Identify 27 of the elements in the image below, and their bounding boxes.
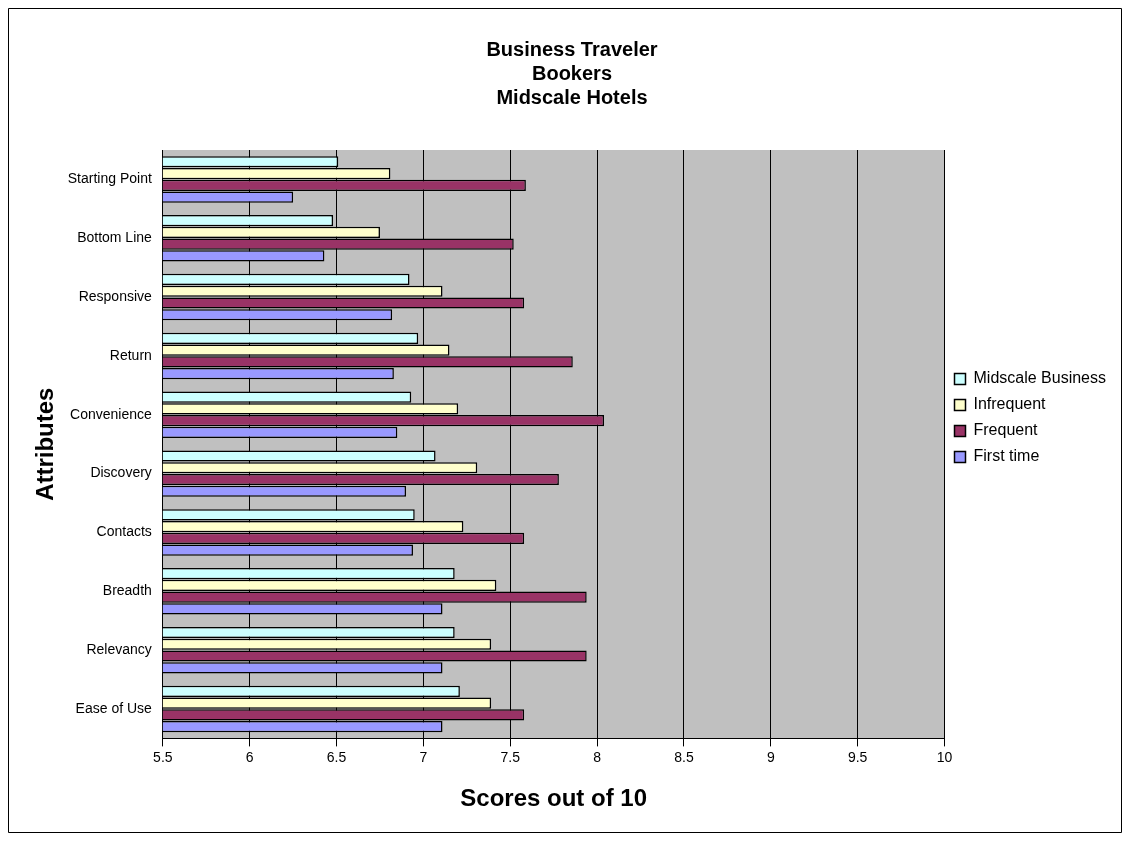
y-tick-label: Breadth bbox=[102, 582, 152, 599]
x-tick-label: 8.5 bbox=[674, 748, 694, 765]
y-tick-label: Contacts bbox=[96, 523, 152, 540]
x-tick-label: 9.5 bbox=[847, 748, 868, 765]
y-tick-label: Ease of Use bbox=[75, 699, 153, 716]
y-axis-title: Attributes bbox=[31, 387, 59, 501]
legend-label: First time bbox=[973, 447, 1040, 465]
x-tick-label: 9 bbox=[766, 748, 775, 765]
legend-label: Midscale Business bbox=[973, 369, 1106, 387]
legend-label: Infrequent bbox=[973, 395, 1047, 413]
x-tick-label: 7 bbox=[419, 748, 428, 765]
y-tick-label: Relevancy bbox=[86, 641, 152, 657]
x-tick-label: 5.5 bbox=[153, 748, 173, 765]
chart-title: Business Traveler Bookers Midscale Hotels bbox=[486, 37, 658, 108]
x-tick-label: 10 bbox=[936, 748, 953, 765]
x-axis-title: Scores out of 10 bbox=[460, 784, 648, 812]
y-tick-label: Return bbox=[109, 346, 152, 363]
y-tick-label: Responsive bbox=[78, 287, 153, 304]
y-tick-label: Discovery bbox=[90, 464, 152, 481]
legend-label: Frequent bbox=[973, 421, 1039, 439]
x-tick-label: 8 bbox=[593, 748, 602, 765]
y-tick-label: Starting Point bbox=[67, 170, 152, 187]
x-tick-label: 7.5 bbox=[500, 748, 521, 765]
x-tick-label: 6.5 bbox=[326, 748, 347, 765]
x-tick-label: 6 bbox=[245, 748, 254, 765]
y-tick-label: Convenience bbox=[70, 405, 153, 422]
y-tick-label: Bottom Line bbox=[77, 229, 153, 246]
